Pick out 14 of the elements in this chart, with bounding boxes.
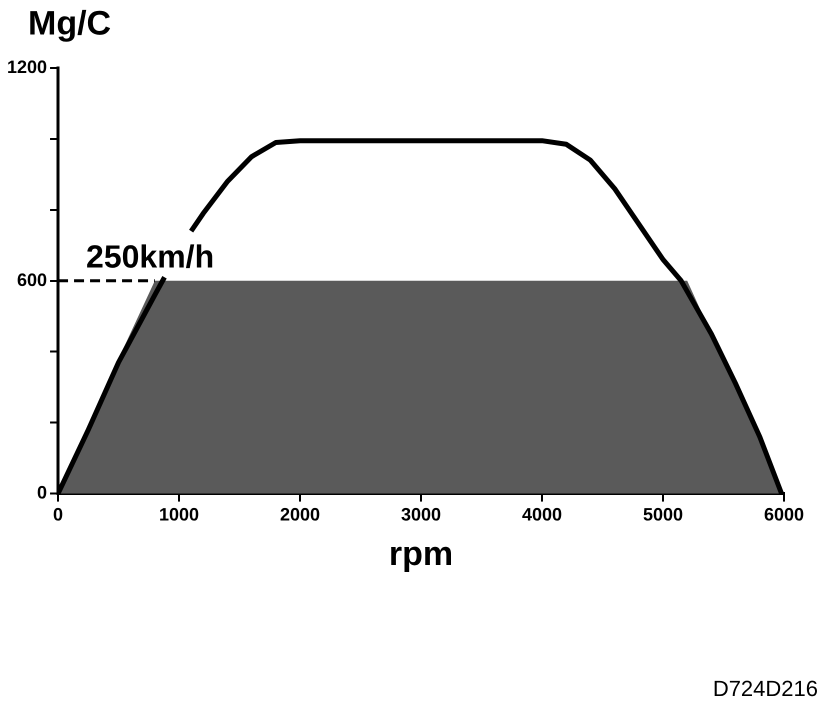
ref-line-label: 250km/h (86, 238, 214, 275)
text: D724D216 (712, 676, 818, 702)
x-tick-label: 5000 (642, 504, 684, 524)
y-axis-title: Mg/C (28, 4, 112, 42)
x-tick-label: 6000 (764, 504, 804, 524)
x-tick-label: 0 (53, 504, 64, 524)
x-tick-label: 3000 (401, 504, 442, 524)
x-tick-label: 4000 (522, 504, 562, 524)
y-tick-label: 0 (37, 482, 48, 503)
x-tick-label: 1000 (159, 504, 200, 524)
x-tick-label: 2000 (280, 504, 320, 524)
y-tick-label: 1200 (6, 56, 48, 77)
y-tick-label: 600 (16, 270, 48, 290)
x-axis-title: rpm (388, 534, 454, 573)
